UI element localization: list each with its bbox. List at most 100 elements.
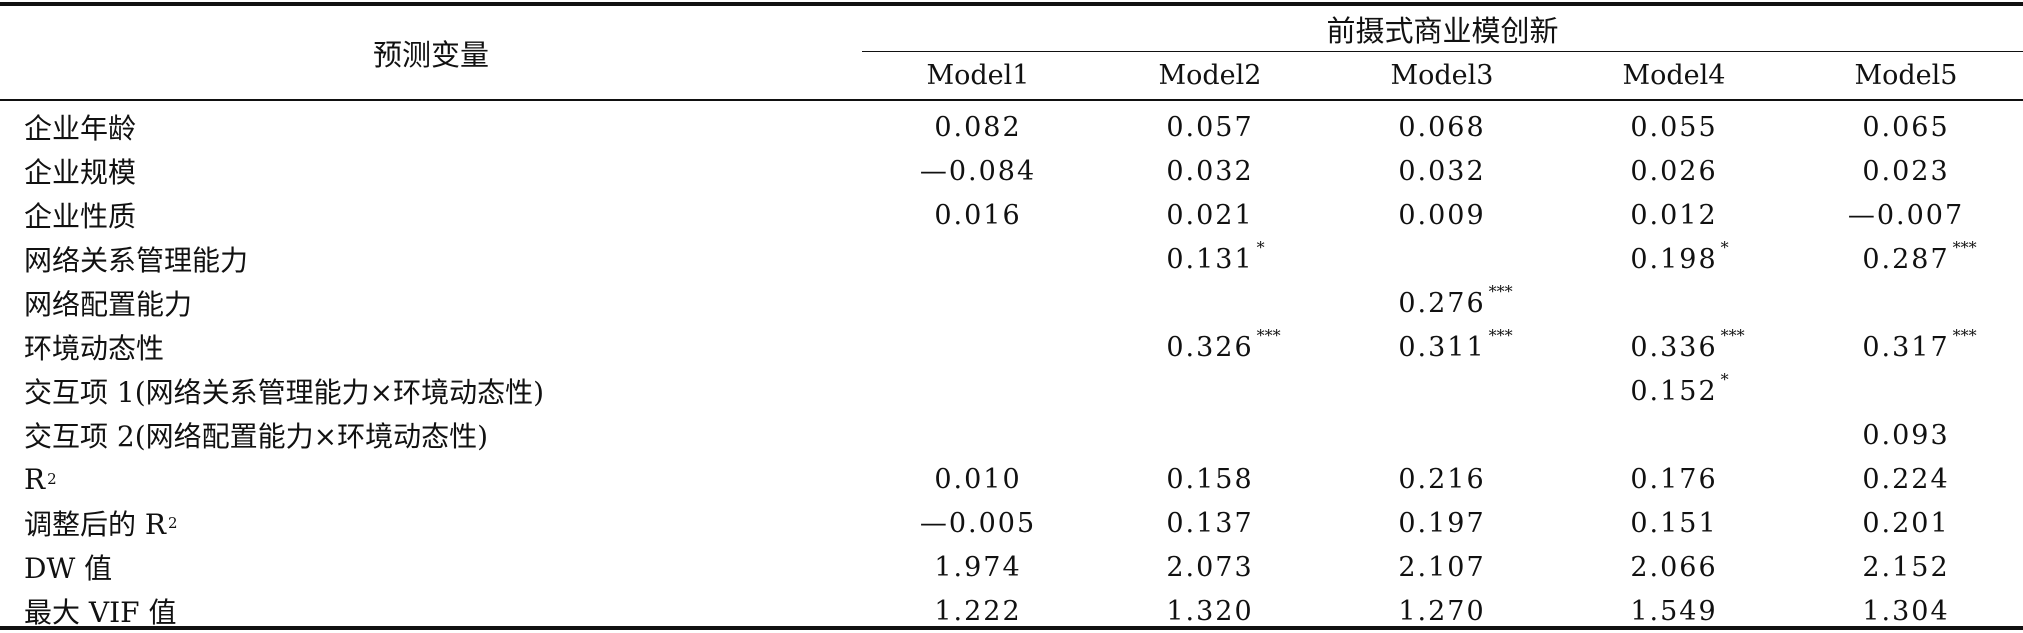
cell-model-4: 1.549 [1630,595,1718,627]
cell-model-3: 0.068 [1398,111,1486,143]
cell-model-4: 0.336 *** [1630,325,1745,363]
cell-model-5: 0.224 [1862,463,1950,495]
significance-marker: *** [1488,325,1513,345]
cell-model-5: —0.007 [1847,199,1965,231]
row-label: 交互项 1(网络关系管理能力×环境动态性) [24,376,545,409]
model-header-1: Model1 [926,60,1030,91]
cell-model-4: 0.055 [1630,111,1718,143]
row-label: DW 值 [24,552,113,585]
dependent-variable-header: 前摄式商业模创新 [1326,13,1559,48]
table-row: 企业规模 —0.084 0.032 0.032 0.026 0.023 [0,149,2023,193]
cell-model-3: 0.009 [1398,199,1486,231]
cell-model-4: 0.176 [1630,463,1718,495]
cell-model-4: 0.026 [1630,155,1718,187]
cell-model-3: 0.276 *** [1398,281,1513,319]
header-rule [0,99,2023,101]
significance-marker: * [1720,369,1729,389]
row-label: 企业年龄 [24,112,137,145]
cell-model-2: 0.326 *** [1166,325,1281,363]
cell-model-1: 1.974 [934,551,1022,583]
significance-marker: *** [1256,325,1281,345]
cell-model-3: 0.197 [1398,507,1486,539]
cell-model-3: 1.270 [1398,595,1486,627]
cell-model-5: 0.201 [1862,507,1950,539]
cell-model-2: 0.158 [1166,463,1254,495]
bottom-rule [0,626,2023,630]
model-header-4: Model4 [1622,60,1726,91]
table-row: R 2 0.010 0.158 0.216 0.176 0.224 [0,457,2023,501]
cell-model-1 [862,325,1094,369]
cell-model-1 [862,369,1094,413]
table-row: 交互项 2(网络配置能力×环境动态性) 0.093 [0,413,2023,457]
cell-model-1 [862,237,1094,281]
cell-model-4: 0.151 [1630,507,1718,539]
cell-model-4 [1558,281,1790,325]
row-label: 企业规模 [24,156,137,189]
cell-model-4: 0.198 * [1630,237,1729,275]
cell-model-5: 0.093 [1862,419,1950,451]
cell-model-1: 0.082 [934,111,1022,143]
cell-model-4: 0.012 [1630,199,1718,231]
cell-model-3: 0.216 [1398,463,1486,495]
table-row: 环境动态性 0.326 *** 0.311 *** 0.336 *** 0.317 *** [0,325,2023,369]
cell-model-5: 2.152 [1862,551,1950,583]
cell-model-1: —0.084 [919,155,1037,187]
cell-model-5: 0.065 [1862,111,1950,143]
significance-marker: * [1256,237,1265,257]
cell-model-3 [1326,413,1558,457]
table-row: 企业性质 0.016 0.021 0.009 0.012 —0.007 [0,193,2023,237]
table-row: 网络配置能力 0.276 *** [0,281,2023,325]
cell-model-1: 1.222 [934,595,1022,627]
row-label: 企业性质 [24,200,137,233]
cell-model-2: 0.057 [1166,111,1254,143]
cell-model-5: 0.287 *** [1862,237,1977,275]
predictor-header: 预测变量 [372,37,489,72]
top-rule [0,2,2023,6]
cell-model-2: 0.032 [1166,155,1254,187]
cell-model-4: 2.066 [1630,551,1718,583]
cell-model-5 [1790,369,2022,413]
cell-model-2 [1094,413,1326,457]
cell-model-3: 2.107 [1398,551,1486,583]
row-label: 最大 VIF 值 [24,596,177,629]
row-label: 网络配置能力 [24,288,193,321]
cell-model-2: 0.137 [1166,507,1254,539]
cell-model-2: 2.073 [1166,551,1254,583]
significance-marker: *** [1952,237,1977,257]
cell-model-5: 1.304 [1862,595,1950,627]
cell-model-3 [1326,369,1558,413]
cell-model-1 [862,413,1094,457]
group-rule [862,51,2023,52]
cell-model-3 [1326,237,1558,281]
cell-model-1: 0.016 [934,199,1022,231]
significance-marker: *** [1952,325,1977,345]
cell-model-2 [1094,369,1326,413]
cell-model-5: 0.317 *** [1862,325,1977,363]
cell-model-2: 1.320 [1166,595,1254,627]
row-label: 环境动态性 [24,332,165,365]
cell-model-3: 0.311 *** [1398,325,1513,363]
cell-model-2: 0.131 * [1166,237,1265,275]
cell-model-1: 0.010 [934,463,1022,495]
row-label: 网络关系管理能力 [24,244,249,277]
significance-marker: *** [1720,325,1745,345]
model-header-5: Model5 [1854,60,1958,91]
cell-model-4: 0.152 * [1630,369,1729,407]
cell-model-1: —0.005 [919,507,1037,539]
significance-marker: *** [1488,281,1513,301]
table-row: 企业年龄 0.082 0.057 0.068 0.055 0.065 [0,105,2023,149]
table-row: 调整后的 R 2 —0.005 0.137 0.197 0.151 0.201 [0,501,2023,545]
cell-model-5 [1790,281,2022,325]
row-label: 交互项 2(网络配置能力×环境动态性) [24,420,489,453]
cell-model-4 [1558,413,1790,457]
table-row: 最大 VIF 值 1.222 1.320 1.270 1.549 1.304 [0,589,2023,633]
cell-model-2: 0.021 [1166,199,1254,231]
cell-model-3: 0.032 [1398,155,1486,187]
cell-model-5: 0.023 [1862,155,1950,187]
significance-marker: * [1720,237,1729,257]
cell-model-2 [1094,281,1326,325]
model-header-2: Model2 [1158,60,1262,91]
